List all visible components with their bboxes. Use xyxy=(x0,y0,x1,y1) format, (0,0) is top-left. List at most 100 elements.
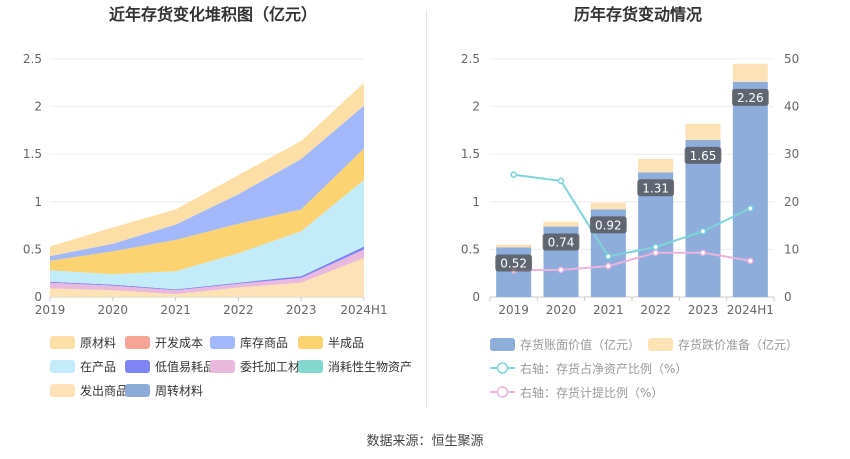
y2-tick-label: 50 xyxy=(784,52,799,66)
line-point xyxy=(557,266,565,274)
divider xyxy=(426,10,427,408)
line-point xyxy=(699,249,707,256)
legend-swatch xyxy=(648,338,673,351)
data-source: 数据来源：恒生聚源 xyxy=(366,434,484,449)
x-tick-label: 2019 xyxy=(35,303,66,317)
data-label-bg xyxy=(542,233,580,251)
y-tick-label: 0 xyxy=(472,290,480,304)
bar-impairment xyxy=(638,158,674,173)
legend-label: 消耗性生物资产 xyxy=(328,360,412,374)
line-point xyxy=(652,243,659,251)
legend-label: 右轴：存货占净资产比例（%） xyxy=(520,361,687,376)
data-label-bg xyxy=(637,179,675,197)
line-point xyxy=(557,177,565,185)
legend-label: 半成品 xyxy=(328,336,364,350)
legend-swatch xyxy=(298,336,323,349)
bar-impairment xyxy=(590,202,626,210)
legend-marker xyxy=(496,362,509,374)
x-tick-label: 2024H1 xyxy=(727,303,774,317)
x-tick-label: 2023 xyxy=(286,303,317,317)
legend-swatch xyxy=(50,384,75,397)
y-tick-label: 0.5 xyxy=(461,242,480,256)
line-point xyxy=(605,262,612,270)
y-tick-label: 2 xyxy=(472,100,480,114)
y-tick-label: 0.5 xyxy=(23,242,42,256)
y-tick-label: 2.5 xyxy=(461,52,480,66)
bar-impairment xyxy=(732,63,768,82)
area-低值易耗品 xyxy=(50,246,364,291)
legend-swatch xyxy=(210,336,235,349)
legend-label: 低值易耗品 xyxy=(155,359,215,374)
y-tick-label: 2.5 xyxy=(23,52,42,66)
x-tick-label: 2019 xyxy=(498,303,529,317)
y2-tick-label: 40 xyxy=(784,100,799,114)
legend-label: 存货账面价值（亿元） xyxy=(520,337,640,352)
x-tick-label: 2021 xyxy=(593,303,624,317)
y-tick-label: 1.5 xyxy=(461,147,480,161)
x-tick-label: 2022 xyxy=(640,303,671,317)
data-label-bg xyxy=(589,216,627,234)
legend-swatch xyxy=(125,336,150,349)
data-label: 0.92 xyxy=(595,218,622,232)
area-在产品 xyxy=(50,179,364,290)
x-tick-label: 2023 xyxy=(688,303,719,317)
line-inventory-net-asset-ratio xyxy=(513,173,751,258)
y-tick-label: 1 xyxy=(472,195,480,209)
legend-label: 开发成本 xyxy=(155,335,203,350)
legend-label: 原材料 xyxy=(80,336,116,350)
bar-book-value xyxy=(685,139,721,297)
y-tick-label: 0 xyxy=(34,290,42,304)
legend-label: 委托加工材料 xyxy=(240,360,312,374)
y2-tick-label: 30 xyxy=(784,147,799,161)
y2-tick-label: 0 xyxy=(784,290,792,304)
line-point xyxy=(510,171,517,178)
legend-swatch xyxy=(50,336,75,349)
legend-swatch xyxy=(125,384,150,397)
data-label: 0.74 xyxy=(548,236,575,250)
legend-label: 在产品 xyxy=(80,360,116,374)
legend-label: 右轴：存货计提比例（%） xyxy=(520,385,663,400)
legend-label: 周转材料 xyxy=(155,383,203,398)
legend-swatch xyxy=(210,360,235,373)
bar-impairment xyxy=(685,123,721,140)
line-point xyxy=(747,257,754,265)
x-tick-label: 2024H1 xyxy=(340,303,387,317)
data-label: 2.26 xyxy=(737,91,764,105)
line-point xyxy=(747,205,754,212)
x-tick-label: 2022 xyxy=(223,303,254,317)
x-tick-label: 2021 xyxy=(160,303,191,317)
area-半成品 xyxy=(50,148,364,275)
legend-swatch xyxy=(50,360,75,373)
bar-impairment xyxy=(496,244,532,248)
x-tick-label: 2020 xyxy=(98,303,129,317)
data-label-bg xyxy=(731,88,769,106)
y-tick-label: 2 xyxy=(34,100,42,114)
line-point xyxy=(605,253,612,260)
data-label: 0.52 xyxy=(500,256,527,270)
legend-label: 存货跌价准备（亿元） xyxy=(678,337,798,352)
bar-book-value xyxy=(732,81,768,298)
y2-tick-label: 20 xyxy=(784,195,799,209)
line-point xyxy=(652,249,659,256)
y-tick-label: 1 xyxy=(34,195,42,209)
legend-swatch xyxy=(298,360,323,373)
area-委托加工材料 xyxy=(50,249,364,295)
area-原材料 xyxy=(50,82,364,257)
area-发出商品 xyxy=(50,258,364,297)
data-label: 1.31 xyxy=(642,181,669,195)
inventory-stacked-area-chart: 近年存货变化堆积图（亿元） 0 0.5 1 1.5 2 2.5 2019 2020 2021 202… xyxy=(23,5,412,398)
inventory-change-bar-chart: 历年存货变动情况 0 0 0.5 10 1 20 1.5 30 2 40 2.5 50 2019 2020 2… xyxy=(461,5,799,400)
legend-label: 库存商品 xyxy=(240,335,288,350)
data-label-bg xyxy=(495,254,533,272)
line-provision-ratio xyxy=(513,251,751,272)
chart-title: 历年存货变动情况 xyxy=(574,5,702,24)
legend-swatch xyxy=(490,338,515,351)
legend-swatch xyxy=(125,360,150,373)
bar-impairment xyxy=(543,221,579,227)
area-库存商品 xyxy=(50,105,364,261)
legend-label: 发出商品 xyxy=(80,383,128,398)
chart-title: 近年存货变化堆积图（亿元） xyxy=(109,5,317,24)
x-tick-label: 2020 xyxy=(546,303,577,317)
legend-marker xyxy=(496,386,509,398)
